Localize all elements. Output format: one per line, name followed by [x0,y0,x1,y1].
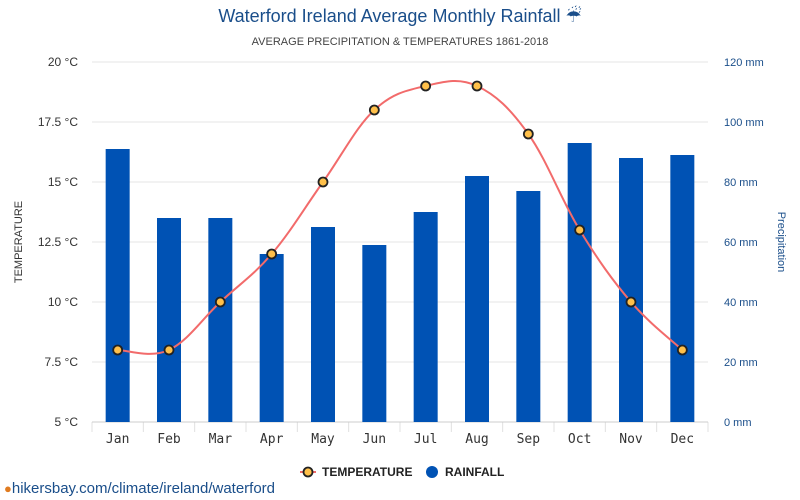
location-pin-icon: ● [4,481,12,496]
y-right-axis-title: Precipitation [775,212,787,273]
y-right-tick-label: 40 mm [724,297,758,309]
temperature-point [420,80,432,92]
chart-subtitle: AVERAGE PRECIPITATION & TEMPERATURES 186… [251,36,549,48]
x-tick-label: Dec [671,432,694,447]
y-left-tick-label: 15 °C [48,175,78,189]
x-tick-label: Jul [414,432,437,447]
x-tick-label: Mar [209,432,233,447]
x-tick-label: Sep [517,432,541,447]
y-right-tick-label: 60 mm [724,237,758,249]
y-left-tick-label: 20 °C [48,55,78,69]
temperature-point [317,176,329,188]
rainfall-bar [413,212,438,422]
x-tick-label: Oct [568,432,591,447]
rainfall-bar [619,158,643,422]
y-left-tick-label: 17.5 °C [38,115,78,129]
rainfall-bar [105,149,130,422]
x-tick-label: Feb [157,432,181,447]
y-right-tick-label: 80 mm [724,177,758,189]
rainfall-bar [362,245,387,422]
temperature-point [266,248,278,260]
y-left-axis-title: TEMPERATURE [13,201,25,283]
legend-temperature-marker [302,466,314,478]
temperature-point [676,344,688,356]
source-url: hikersbay.com/climate/ireland/waterford [11,480,276,497]
rainfall-bar [516,191,541,422]
temperature-point [368,104,380,116]
y-left-tick-label: 10 °C [48,295,78,309]
y-right-tick-label: 20 mm [724,357,758,369]
chart-title: Waterford Ireland Average Monthly Rainfa… [0,6,800,27]
x-tick-label: Aug [465,432,488,447]
y-left-tick-label: 5 °C [55,415,79,429]
rainfall-bar [208,218,233,422]
x-tick-label: Apr [260,432,284,447]
legend-rainfall-label: RAINFALL [445,465,504,479]
temperature-point [625,296,637,308]
legend-rainfall-marker [426,466,438,478]
y-right-tick-label: 100 mm [724,117,764,129]
temperature-point [522,128,534,140]
temperature-point [471,80,483,92]
x-tick-label: Nov [619,432,643,447]
source-link[interactable]: ●hikersbay.com/climate/ireland/waterford [4,480,275,497]
y-left-tick-label: 7.5 °C [45,355,79,369]
rainfall-bar [567,143,592,422]
chart-title-text: Waterford Ireland Average Monthly Rainfa… [218,6,561,26]
temperature-point [163,344,175,356]
umbrella-icon: ☔ [565,6,582,26]
rainfall-bar [670,155,695,422]
temperature-point [574,224,586,236]
legend-temperature-label: TEMPERATURE [322,465,412,479]
y-right-tick-label: 0 mm [724,417,752,429]
y-right-tick-label: 120 mm [724,57,764,69]
temperature-point [112,344,124,356]
y-left-tick-label: 12.5 °C [38,235,78,249]
rainfall-bar [259,254,284,422]
rainfall-bar [465,176,489,422]
rainfall-bar [157,218,181,422]
temperature-point [214,296,226,308]
rainfall-bar [311,227,335,422]
x-tick-label: May [311,432,335,447]
x-tick-label: Jan [106,432,129,447]
x-tick-label: Jun [363,432,386,447]
